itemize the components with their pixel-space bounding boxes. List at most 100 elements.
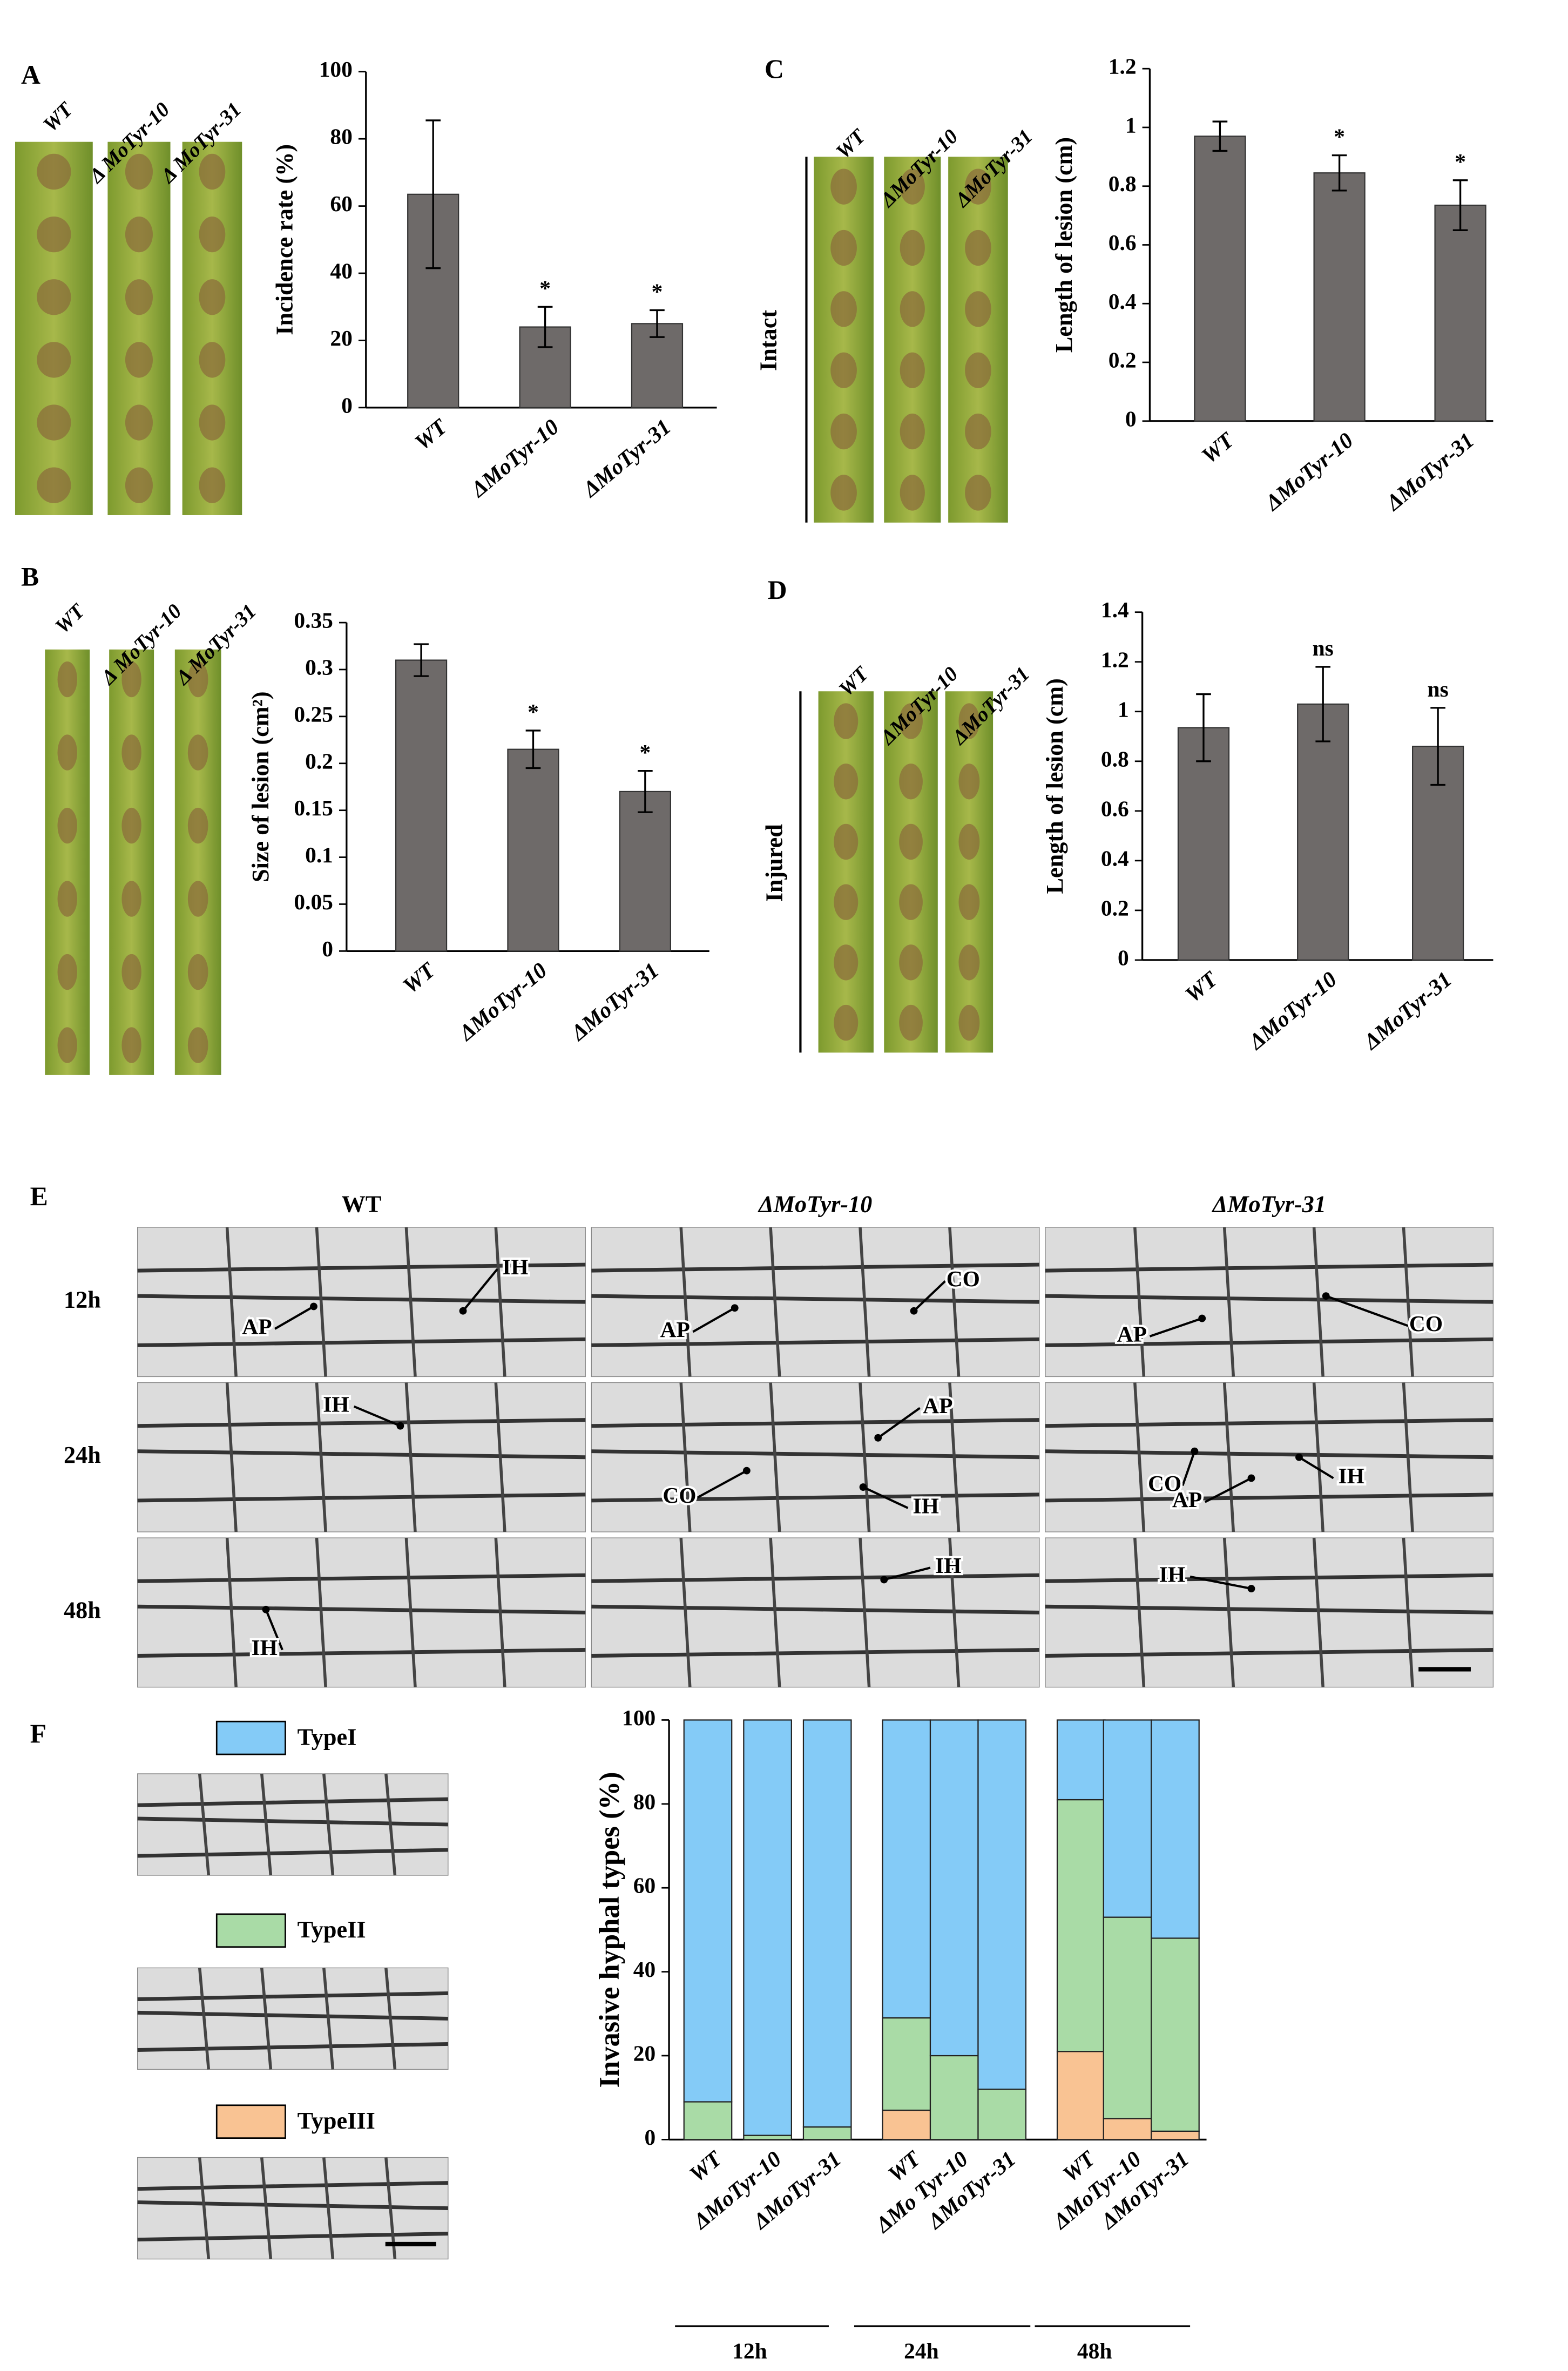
panel-letter: E xyxy=(30,1181,48,1211)
y-tick-label: 1 xyxy=(1125,112,1137,137)
lesion xyxy=(830,352,857,388)
arrow xyxy=(1181,1451,1196,1486)
cell-wall xyxy=(137,1449,586,1460)
y-tick-label: 0.4 xyxy=(1109,289,1137,314)
cell-wall xyxy=(591,1492,1039,1503)
cell-wall xyxy=(198,1773,211,1876)
cell-wall xyxy=(315,1227,327,1377)
structure-label: IH xyxy=(502,1254,528,1279)
lesion xyxy=(958,884,980,920)
leaf-photo xyxy=(182,141,242,515)
cell-wall xyxy=(198,2157,211,2259)
cell-wall xyxy=(591,1337,1039,1347)
leaf-photo xyxy=(948,157,1008,523)
arrow-head xyxy=(459,1307,467,1315)
group-label: 48h xyxy=(1077,2338,1112,2363)
cell-wall xyxy=(859,1382,871,1532)
stacked-bar-segment xyxy=(683,2101,733,2140)
lesion xyxy=(57,661,77,698)
cell-wall xyxy=(1133,1537,1146,1687)
lesion xyxy=(121,954,141,990)
y-tick-label: 0.2 xyxy=(1101,895,1129,920)
stacked-bar-segment xyxy=(1103,1719,1152,1918)
row-label: 24h xyxy=(64,1442,101,1468)
cell-wall xyxy=(1312,1537,1324,1687)
cell-wall xyxy=(260,1773,273,1876)
lesion xyxy=(965,352,991,388)
x-tick-label: ΔMoTyr-10 xyxy=(1243,967,1341,1055)
stacked-bar-segment xyxy=(1151,1937,1200,2132)
stacked-bar-segment xyxy=(1056,1719,1106,1801)
lesion xyxy=(834,944,859,981)
cell-wall xyxy=(679,1537,692,1687)
lesion xyxy=(187,881,208,917)
stacked-bar-segment xyxy=(802,2126,852,2140)
cell-wall xyxy=(1133,1382,1146,1532)
cell-wall xyxy=(225,1382,238,1532)
y-tick-label: 80 xyxy=(633,1789,655,1814)
x-tick-label: ΔMoTyr-10 xyxy=(465,414,563,502)
legend-swatch xyxy=(215,1720,286,1755)
cell-wall xyxy=(1402,1382,1414,1532)
y-tick-label: 0.2 xyxy=(305,748,333,773)
stacked-bar-segment xyxy=(977,2089,1027,2140)
y-tick-label: 100 xyxy=(622,1705,655,1730)
y-tick-label: 0.6 xyxy=(1109,230,1137,255)
cell-wall xyxy=(494,1537,506,1687)
y-axis-label: Length of lesion (cm) xyxy=(1042,678,1068,894)
cell-wall xyxy=(1045,1647,1493,1658)
cell-wall xyxy=(137,2200,448,2211)
error-bar xyxy=(1430,707,1445,786)
y-tick-label: 0.2 xyxy=(1109,348,1137,373)
lesion xyxy=(57,807,77,844)
lesion xyxy=(121,734,141,771)
cell-wall xyxy=(137,1647,586,1658)
significance-label: * xyxy=(1455,149,1466,174)
lesion xyxy=(899,944,923,981)
structure-label: AP xyxy=(660,1317,690,1342)
cell-wall xyxy=(137,2232,448,2242)
lesion xyxy=(57,954,77,990)
x-tick-label: ΔMoTyr-31 xyxy=(1358,967,1456,1055)
lesion xyxy=(834,884,859,920)
lesion xyxy=(830,229,857,266)
cell-wall xyxy=(1222,1537,1235,1687)
arrow-head xyxy=(1247,1474,1255,1482)
lesion xyxy=(830,168,857,205)
lesion xyxy=(121,661,141,698)
stacked-bar-segment xyxy=(882,2017,931,2111)
stacked-bar-segment xyxy=(1151,2130,1200,2140)
error-bar xyxy=(650,309,665,338)
cell-wall xyxy=(322,1968,335,2070)
cell-wall xyxy=(225,1227,238,1377)
lesion xyxy=(121,881,141,917)
structure-label: IH xyxy=(252,1635,278,1660)
stacked-bar-segment xyxy=(743,2134,792,2140)
cell-wall xyxy=(137,1492,586,1503)
lesion xyxy=(125,216,153,253)
structure-label: AP xyxy=(923,1393,952,1418)
lesion xyxy=(187,807,208,844)
lesion xyxy=(199,467,226,503)
arrow-head xyxy=(1322,1292,1330,1300)
cell-wall xyxy=(591,1604,1039,1615)
lesion xyxy=(965,413,991,450)
cell-wall xyxy=(384,1773,397,1876)
cell-wall xyxy=(404,1227,417,1377)
leaf-photo xyxy=(814,157,874,523)
cell-wall xyxy=(1045,1449,1493,1460)
arrow xyxy=(1149,1317,1202,1338)
arrow-head xyxy=(731,1304,739,1312)
structure-label: CO xyxy=(1409,1311,1443,1336)
structure-label: IH xyxy=(1339,1463,1364,1488)
cell-wall xyxy=(384,1968,397,2070)
lesion xyxy=(900,291,925,327)
cell-wall xyxy=(494,1382,506,1532)
lesion xyxy=(834,1004,859,1041)
arrow-head xyxy=(1191,1447,1199,1455)
panel-letter: C xyxy=(765,54,784,84)
y-tick-label: 0.15 xyxy=(294,795,333,820)
lesion xyxy=(37,342,71,378)
lesion xyxy=(965,229,991,266)
